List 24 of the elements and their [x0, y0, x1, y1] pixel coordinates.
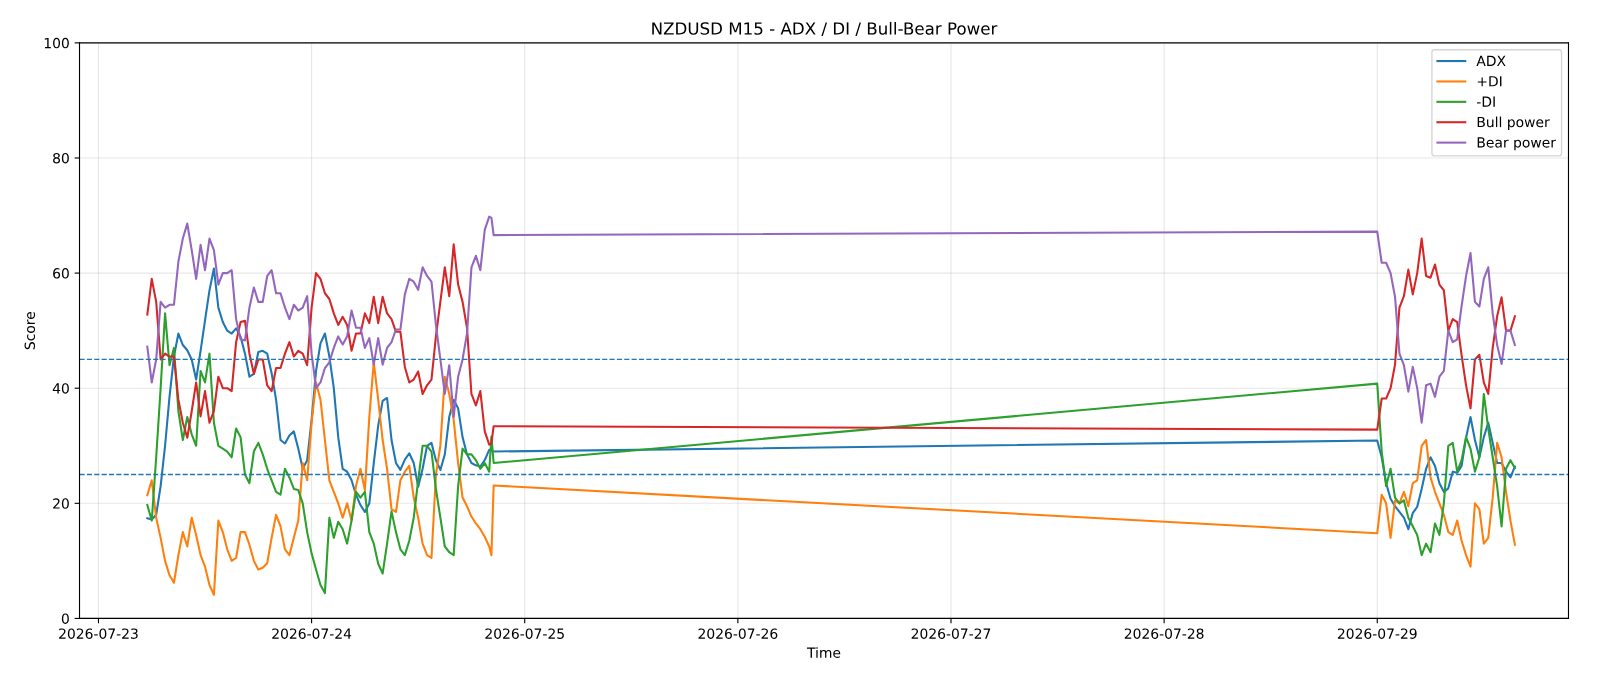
legend-label: Bear power [1477, 137, 1556, 151]
legend-label: +DI [1477, 76, 1502, 87]
legend-label: ADX [1476, 55, 1506, 66]
x-tick-label: 2026-07-27 [911, 628, 991, 639]
line-series [146, 237, 1516, 446]
x-tick-label: 2026-07-24 [272, 628, 352, 639]
x-tick-label: 2026-07-23 [59, 628, 138, 639]
x-tick-label: 2026-07-26 [698, 628, 778, 639]
y-axis-title: Score [24, 311, 36, 350]
legend-label: -DI [1477, 96, 1495, 107]
legend-label: Bull power [1477, 116, 1550, 130]
x-axis-title: Time [806, 647, 841, 658]
y-tick-label: 0 [61, 613, 69, 624]
y-tick-label: 40 [52, 383, 69, 394]
y-tick-label: 100 [44, 37, 69, 49]
line-series [146, 312, 1516, 595]
chart-title: NZDUSD M15 - ADX / DI / Bull-Bear Power [652, 21, 998, 37]
x-tick-label: 2026-07-29 [1337, 628, 1417, 639]
x-tick-label: 2026-07-25 [485, 628, 564, 639]
x-tick-label: 2026-07-28 [1124, 628, 1204, 639]
y-tick-label: 80 [53, 152, 69, 164]
line-series [146, 215, 1516, 424]
y-tick-label: 60 [53, 268, 69, 279]
y-tick-label: 20 [53, 498, 69, 509]
